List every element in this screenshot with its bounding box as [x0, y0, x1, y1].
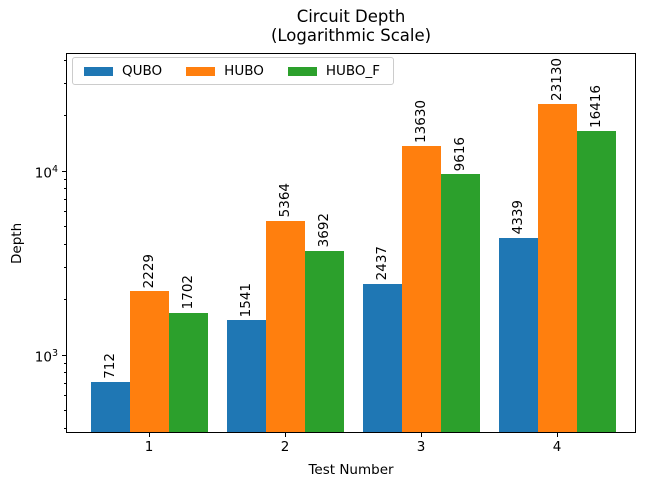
bar-value-label: 5364 [276, 183, 293, 218]
y-major-tick [62, 354, 66, 356]
x-tick-label: 3 [416, 439, 426, 455]
bar-value-label: 2229 [140, 253, 157, 288]
y-minor-tick [63, 427, 66, 429]
y-major-tick [62, 170, 66, 172]
bar-value-label: 3692 [315, 213, 332, 248]
bar-hubo-test4 [537, 104, 577, 433]
x-tick [420, 433, 422, 437]
chart-title-line1: Circuit Depth [296, 7, 406, 26]
chart-title: Circuit Depth (Logarithmic Scale) [66, 7, 636, 45]
y-minor-tick [63, 362, 66, 364]
y-minor-tick [63, 178, 66, 180]
bar-qubo-test1 [90, 382, 130, 433]
legend-item-hubo_f: HUBO_F [287, 63, 381, 79]
y-minor-tick [63, 115, 66, 117]
bar-value-label: 712 [101, 353, 118, 380]
legend-swatch-hubo_f [287, 66, 317, 76]
x-tick [148, 433, 150, 437]
y-minor-tick [63, 383, 66, 384]
bar-hubo_f-test3 [440, 174, 480, 433]
legend-item-qubo: QUBO [84, 64, 162, 78]
bar-hubo-test3 [401, 146, 441, 433]
x-tick [556, 433, 558, 437]
x-tick-label: 1 [144, 439, 154, 455]
y-minor-tick [63, 188, 66, 190]
bar-hubo-test1 [129, 290, 169, 433]
legend-label: HUBO [224, 63, 264, 79]
legend-label: HUBO_F [325, 63, 381, 79]
legend-swatch-qubo [84, 66, 113, 76]
y-minor-tick [63, 372, 66, 374]
y-minor-tick [63, 243, 66, 245]
y-tick-label: 103 [34, 348, 58, 366]
legend-label: QUBO [122, 63, 163, 79]
y-minor-tick [63, 266, 66, 268]
y-minor-tick [63, 299, 66, 301]
bar-qubo-test3 [362, 283, 402, 433]
y-minor-tick [63, 211, 66, 213]
y-tick-label: 104 [34, 164, 58, 182]
bar-value-label: 4339 [509, 200, 526, 235]
y-minor-tick [63, 82, 66, 84]
bar-value-label: 9616 [451, 136, 468, 172]
y-minor-tick [63, 59, 66, 61]
bar-qubo-test4 [498, 237, 538, 433]
bar-hubo_f-test1 [168, 312, 208, 433]
x-axis-label: Test Number [308, 462, 394, 478]
legend-item-hubo: HUBO [186, 64, 264, 78]
y-minor-tick [63, 395, 66, 397]
bar-hubo-test2 [265, 220, 305, 433]
bar-hubo_f-test2 [304, 250, 344, 433]
bar-value-label: 23130 [548, 58, 565, 101]
bar-hubo_f-test4 [576, 131, 616, 433]
y-minor-tick [63, 199, 66, 200]
x-tick-label: 4 [552, 439, 562, 455]
y-axis-label: Depth [9, 222, 25, 264]
bar-value-label: 1541 [237, 283, 254, 318]
bar-value-label: 1702 [179, 275, 196, 310]
y-minor-tick [63, 225, 66, 227]
bar-value-label: 2437 [373, 246, 390, 281]
x-tick [284, 433, 286, 437]
legend-swatch-hubo [186, 66, 216, 76]
y-minor-tick [63, 409, 66, 411]
x-tick-label: 2 [280, 439, 290, 455]
chart-title-line2: (Logarithmic Scale) [270, 25, 432, 45]
bar-value-label: 16416 [587, 85, 604, 129]
legend: QUBO HUBO HUBO_F [72, 57, 394, 85]
plot-area: QUBO HUBO HUBO_F 712 1541 2437 4339 2229 5364 13… [66, 53, 636, 433]
bar-qubo-test2 [226, 320, 266, 433]
bar-value-label: 13630 [412, 100, 429, 144]
